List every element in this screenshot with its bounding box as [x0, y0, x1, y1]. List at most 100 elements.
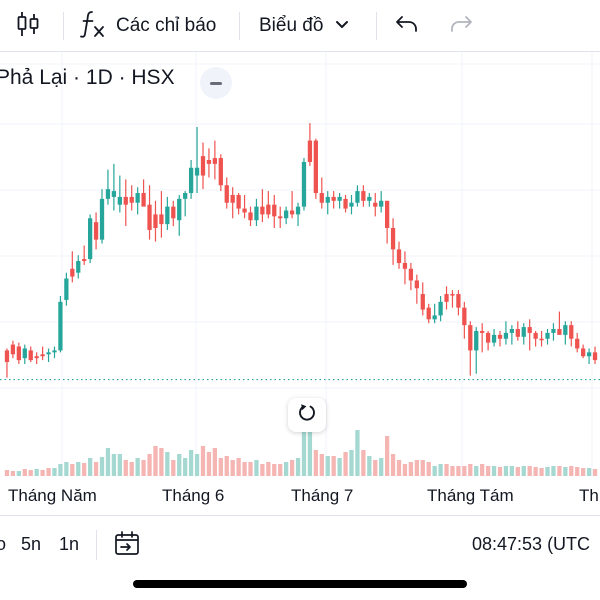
candle-body [450, 294, 455, 296]
symbol-legend[interactable]: Phả Lại · 1D · HSX [0, 66, 175, 89]
goto-date-icon[interactable] [113, 530, 141, 563]
candle-body [462, 307, 467, 326]
volume-bar [58, 464, 63, 476]
candle-body [497, 334, 503, 339]
range-button-1d[interactable]: 1n [59, 534, 80, 554]
volume-bar [16, 471, 21, 476]
candle-body [206, 160, 212, 164]
time-label: Th [579, 486, 599, 505]
volume-bar [503, 466, 509, 476]
reset-chart-button[interactable] [288, 398, 326, 432]
candle-body [414, 280, 419, 289]
indicators-button[interactable]: Các chỉ báo [80, 0, 216, 52]
volume-bar [194, 454, 200, 476]
candle-body [40, 354, 45, 357]
volume-bar [402, 464, 408, 476]
candle-body [28, 350, 33, 361]
volume-bar [456, 466, 461, 476]
minus-icon [210, 81, 222, 85]
bottom-bar: o 5n 1n 08:47:53 (UTC [0, 517, 600, 569]
volume-bar [4, 470, 10, 476]
candle-body [236, 194, 241, 209]
bottom-separator [96, 530, 97, 560]
candle-body [76, 261, 81, 273]
volume-bar [432, 466, 437, 476]
volume-bar [337, 458, 342, 476]
volume-bar [396, 460, 402, 476]
candle-body [384, 200, 390, 228]
candle-body [165, 206, 170, 225]
chart-type-label: Biểu đồ [259, 15, 324, 36]
candle-body [289, 210, 295, 215]
candle-body [491, 334, 497, 343]
candle-body [319, 193, 324, 203]
volume-bar [188, 450, 194, 476]
candle-body [349, 202, 354, 207]
range-button-5d[interactable]: 5n [21, 534, 42, 554]
volume-bar [301, 430, 307, 476]
redo-button[interactable] [449, 0, 475, 52]
volume-bar [254, 460, 259, 476]
time-axis[interactable]: Tháng Năm Tháng 6 Tháng 7 Tháng Tám Th [0, 478, 600, 516]
chart-type-button[interactable]: Biểu đồ [259, 0, 349, 52]
volume-bar [40, 470, 45, 476]
candle-body [93, 222, 99, 240]
candle-body [111, 191, 117, 197]
volume-bar [521, 466, 526, 476]
candle-body [105, 189, 111, 199]
candle-body [313, 140, 318, 194]
undo-button[interactable] [395, 0, 421, 52]
volume-bar [527, 466, 532, 476]
volume-bar [343, 452, 348, 476]
volume-bar [22, 469, 27, 476]
candle-body [563, 325, 568, 335]
candle-body [485, 332, 491, 343]
reset-icon [297, 403, 317, 428]
volume-bar [408, 462, 414, 476]
volume-bar [99, 457, 105, 476]
volume-bar [200, 446, 206, 476]
volume-bar [361, 450, 366, 476]
volume-bar [355, 430, 360, 476]
volume-bar [117, 454, 122, 476]
range-button[interactable]: o [0, 534, 7, 554]
volume-bar [183, 458, 188, 476]
volume-bar [260, 464, 265, 476]
volume-bar [70, 464, 75, 476]
volume-bar [515, 467, 520, 476]
volume-bar [450, 466, 455, 476]
volume-bar [373, 460, 378, 476]
volume-bar [379, 458, 384, 476]
candle-body [4, 350, 10, 363]
candle-body [248, 212, 253, 221]
candle-body [331, 196, 336, 201]
volume-bar [82, 463, 87, 476]
candlestick-chart[interactable] [0, 52, 600, 478]
candle-body [194, 167, 200, 176]
volume-bar [129, 462, 134, 476]
volume-bar [141, 460, 146, 476]
volume-bar [272, 464, 277, 476]
volume-bar [105, 448, 111, 476]
candle-body [188, 167, 194, 194]
collapse-legend-button[interactable] [200, 67, 232, 99]
volume-bar [592, 469, 598, 476]
candles-button[interactable] [16, 0, 44, 52]
toolbar-separator [239, 12, 240, 40]
candle-body [420, 294, 425, 310]
volume-bar [313, 450, 318, 476]
candle-body [58, 301, 63, 351]
volume-bar [147, 454, 152, 476]
volume-bar [569, 466, 574, 476]
clock-readout[interactable]: 08:47:53 (UTC [472, 534, 591, 554]
candle-body [474, 330, 479, 351]
candle-body [52, 350, 57, 353]
candle-body [177, 198, 182, 221]
candle-body [64, 278, 69, 300]
candle-body [527, 327, 532, 333]
volume-bar [586, 468, 592, 476]
candle-body [254, 206, 259, 221]
candle-body [242, 208, 247, 213]
volume-bar [485, 466, 491, 476]
volume-bar [34, 469, 39, 476]
